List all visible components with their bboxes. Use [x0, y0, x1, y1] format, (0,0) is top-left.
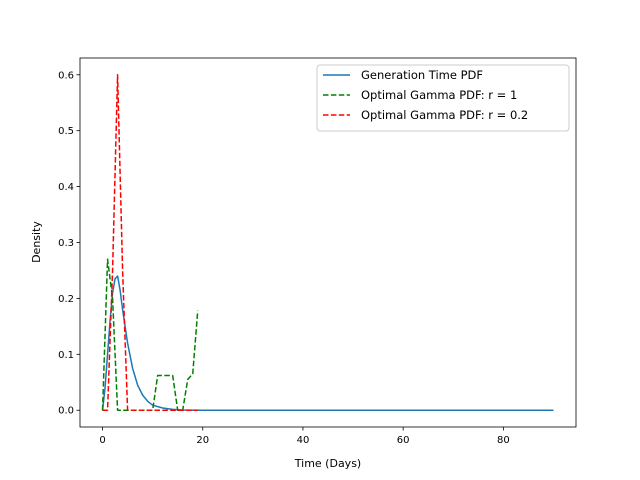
x-tick-label: 40 — [297, 435, 310, 446]
series-line-generation-time-pdf — [101, 275, 554, 411]
legend-label: Generation Time PDF — [361, 68, 483, 82]
y-tick-label: 0.3 — [58, 238, 74, 249]
series-line-optimal-gamma-pdf-r-0-2 — [102, 74, 198, 411]
y-tick-label: 0.6 — [58, 70, 74, 81]
x-tick-label: 0 — [99, 435, 105, 446]
y-tick-label: 0.2 — [58, 294, 74, 305]
y-tick-label: 0.5 — [58, 126, 74, 137]
legend-box — [316, 64, 570, 132]
y-axis-label: Density — [30, 221, 43, 263]
series-layer — [101, 74, 554, 411]
x-tick-label: 60 — [397, 435, 410, 446]
x-tick-label: 20 — [196, 435, 209, 446]
y-tick-label: 0.4 — [58, 182, 74, 193]
legend: Generation Time PDF Optimal Gamma PDF: r … — [316, 64, 570, 132]
y-tick-label: 0.1 — [58, 350, 74, 361]
x-axis-label: Time (Days) — [294, 457, 361, 470]
y-tick-label: 0.0 — [58, 406, 74, 417]
legend-label: Optimal Gamma PDF: r = 0.2 — [361, 108, 528, 122]
y-axis: 0.0 0.1 0.2 0.3 0.4 0.5 0.6 — [58, 70, 80, 417]
x-tick-label: 80 — [497, 435, 510, 446]
legend-label: Optimal Gamma PDF: r = 1 — [361, 88, 517, 102]
x-axis: 0 20 40 60 80 — [99, 427, 510, 446]
